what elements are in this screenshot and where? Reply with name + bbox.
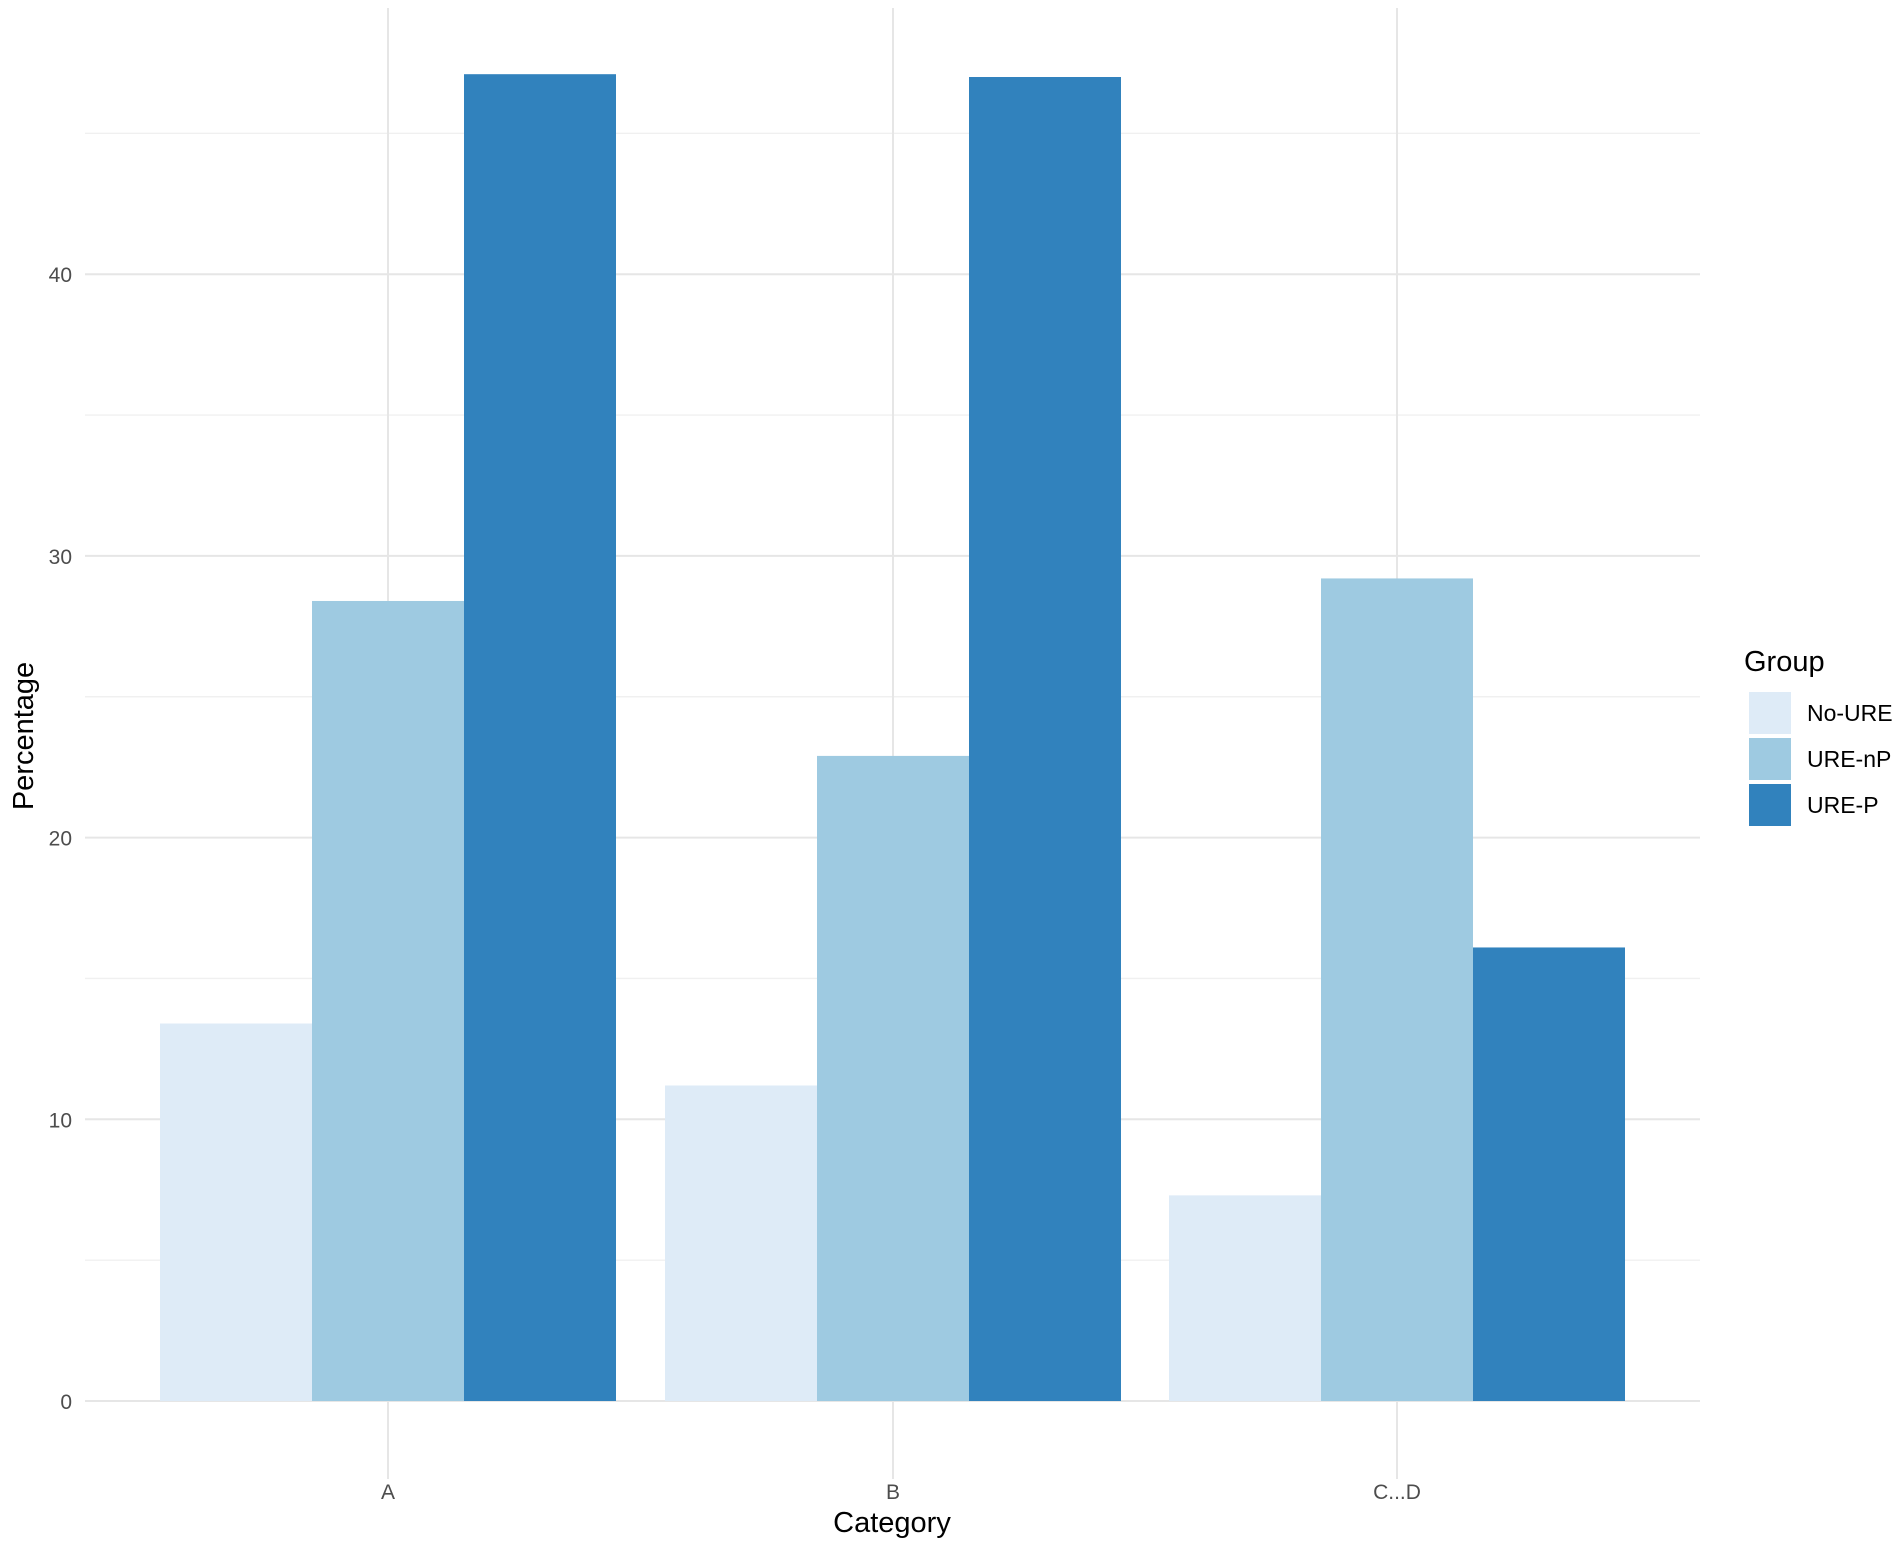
x-tick-label: A (381, 1481, 395, 1504)
y-tick-label: 40 (49, 264, 72, 287)
x-axis-ticks: A B C...D (381, 1481, 1421, 1504)
legend-label: No-URE (1807, 700, 1893, 726)
legend-key-no-ure (1749, 692, 1791, 734)
y-axis-ticks: 0 10 20 30 40 (49, 264, 72, 1414)
x-tick-label: B (886, 1481, 900, 1504)
legend-title: Group (1744, 646, 1825, 678)
y-tick-label: 30 (49, 546, 72, 569)
bar-ure-p-b (969, 77, 1121, 1401)
bar-ure-np-cd (1321, 578, 1473, 1401)
bar-no-ure-a (160, 1023, 312, 1401)
x-tick-label: C...D (1373, 1481, 1421, 1504)
bar-ure-np-a (312, 600, 464, 1401)
legend: Group No-URE URE-nP URE-P (1744, 646, 1893, 826)
y-tick-label: 20 (49, 828, 72, 851)
bars (160, 74, 1625, 1402)
y-tick-label: 0 (60, 1391, 72, 1414)
legend-label: URE-P (1807, 792, 1879, 818)
bar-no-ure-b (665, 1085, 817, 1401)
legend-label: URE-nP (1807, 746, 1891, 772)
bar-ure-p-a (464, 74, 616, 1402)
legend-key-ure-p (1749, 784, 1791, 826)
bar-ure-p-cd (1473, 947, 1625, 1401)
x-axis-title: Category (833, 1507, 951, 1539)
y-axis-title: Percentage (8, 662, 40, 810)
bar-ure-np-b (817, 755, 969, 1401)
legend-key-ure-np (1749, 738, 1791, 780)
bar-no-ure-cd (1169, 1195, 1321, 1401)
y-tick-label: 10 (49, 1109, 72, 1132)
